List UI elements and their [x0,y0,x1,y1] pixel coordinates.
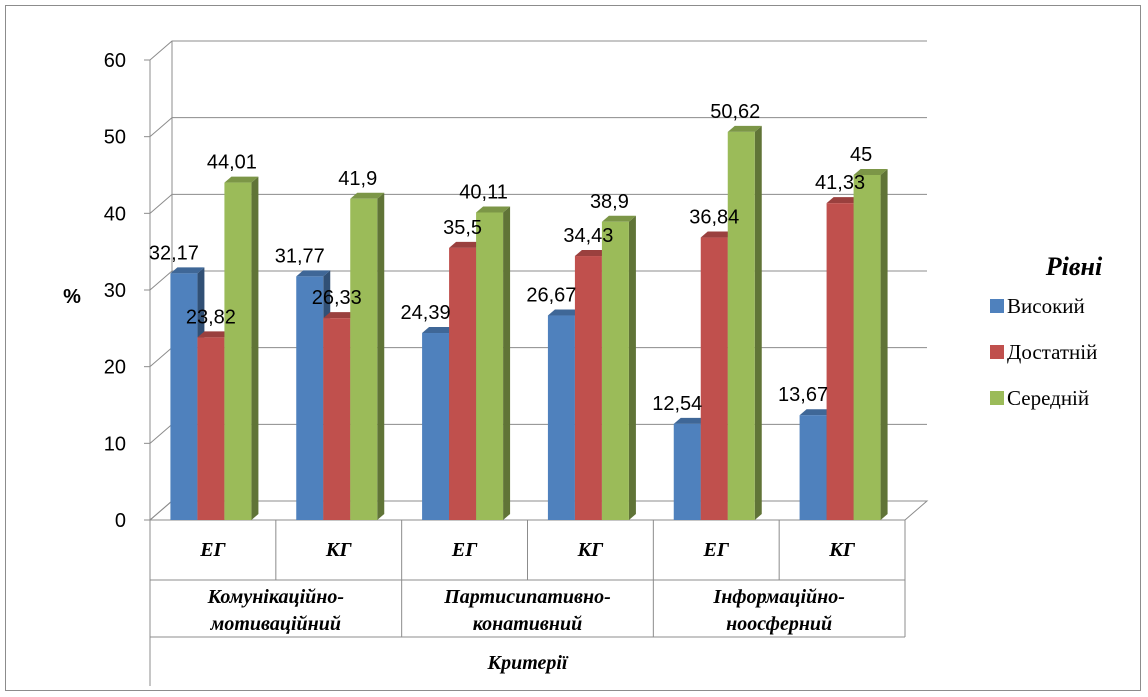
bar [799,415,827,520]
bar-top [476,206,511,213]
bar-top [350,192,385,199]
x-axis-title: Критерії [487,652,569,674]
bar-side [251,176,259,520]
bar [296,276,324,520]
bar-side [880,169,888,520]
data-label: 31,77 [275,245,325,267]
gridline [149,270,927,291]
bar [700,237,728,520]
legend-swatch [990,299,1004,313]
y-axis-label: % [63,286,81,308]
bar [449,247,477,521]
bar [350,198,378,520]
bar-top [727,125,762,132]
bar-top [422,327,457,334]
data-label: 32,17 [149,242,199,264]
legend-label: Високий [1007,294,1085,318]
bar [673,423,701,520]
bar-top [799,409,834,416]
data-label: 13,67 [778,384,828,406]
bar-side [377,192,385,520]
gridline [149,193,927,214]
data-label: 41,33 [815,172,865,194]
category-label: КГ [325,539,353,561]
bar [547,315,575,520]
bar-top [296,270,331,277]
bar-top [826,197,861,204]
bar [853,175,881,520]
bar-side [628,215,636,520]
bar [323,318,351,520]
legend-swatch [990,391,1004,405]
gridline [149,117,927,138]
gridline [149,347,927,368]
legend-title: Рівні [1045,252,1103,281]
bar-top [673,417,708,424]
data-label: 35,5 [443,217,482,239]
data-label: 26,67 [526,285,576,307]
category-label: ЕГ [199,539,226,561]
data-label: 26,33 [312,287,362,309]
group-label-line1: Інформаційно- [712,586,844,608]
bar-top [224,176,259,183]
data-label: 45 [850,144,872,166]
group-label-line2: ноосферний [726,613,832,635]
data-label: 40,11 [459,181,508,203]
y-tick-label: 20 [104,357,126,379]
data-label: 38,9 [590,191,629,213]
data-label: 34,43 [563,225,613,247]
y-tick-label: 40 [104,203,126,225]
bar-top [700,231,735,238]
data-label: 50,62 [710,101,760,123]
category-label: КГ [577,539,605,561]
bar [601,221,629,520]
bar-top [170,267,205,274]
data-label: 24,39 [401,302,451,324]
legend-swatch [990,345,1004,359]
group-label-line2: мотиваційний [210,613,341,635]
bar [224,182,252,520]
bar-top [449,241,484,248]
data-label: 12,54 [652,393,702,415]
legend-label: Середній [1007,386,1089,410]
group-label-line2: конативний [473,613,582,635]
category-label: КГ [828,539,856,561]
bar-side [754,125,762,520]
y-tick-label: 60 [104,50,126,72]
bar [826,203,854,521]
group-label-line1: Партисипативно- [443,586,610,608]
bar [197,337,225,520]
data-label: 36,84 [689,207,739,229]
y-tick-label: 30 [104,280,126,302]
y-tick-label: 50 [104,127,126,149]
data-label: 44,01 [207,152,257,174]
y-tick-label: 0 [115,510,126,532]
data-label: 23,82 [186,306,236,328]
bar-top [601,215,636,222]
bar-top [197,331,232,338]
bar [476,212,504,521]
bar-top [574,250,609,257]
bar-top [853,169,888,175]
bar-top [323,312,358,319]
gridline [149,40,927,61]
legend-label: Достатній [1007,340,1097,364]
bar [170,273,198,520]
bar [727,131,755,520]
data-label: 41,9 [338,168,377,190]
group-label-line1: Комунікаційно- [207,586,344,608]
bar [422,333,450,520]
y-tick-label: 10 [104,433,126,455]
bar-side [503,206,511,521]
bar-top [547,309,582,316]
bar [574,256,602,520]
category-label: ЕГ [703,539,730,561]
category-label: ЕГ [451,539,478,561]
